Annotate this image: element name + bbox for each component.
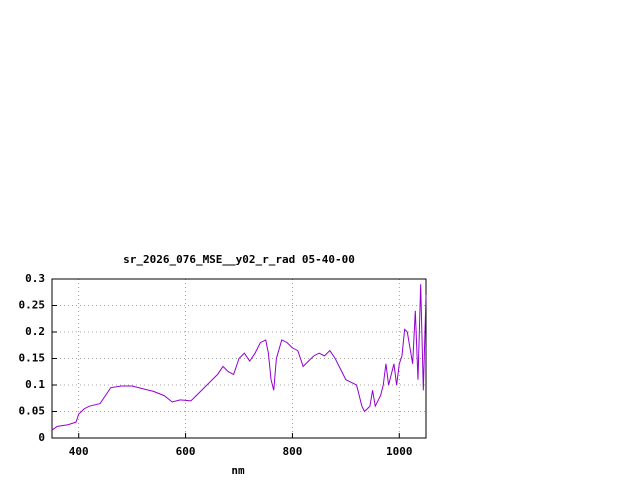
y-tick-label: 0.05 bbox=[19, 405, 46, 418]
x-axis-label: nm bbox=[231, 464, 245, 477]
y-tick-label: 0.3 bbox=[25, 272, 45, 285]
x-tick-label: 400 bbox=[69, 445, 89, 458]
data-line bbox=[51, 284, 427, 431]
x-tick-label: 800 bbox=[282, 445, 302, 458]
y-tick-label: 0 bbox=[38, 431, 45, 444]
plot-frame bbox=[51, 278, 427, 439]
x-tick-label: 1000 bbox=[386, 445, 413, 458]
y-tick-label: 0.2 bbox=[25, 325, 45, 338]
y-tick-label: 0.15 bbox=[19, 352, 46, 365]
x-tick-label: 600 bbox=[176, 445, 196, 458]
chart-title: sr_2026_076_MSE__y02_r_rad 05-40-00 bbox=[123, 253, 355, 266]
y-tick-label: 0.1 bbox=[25, 378, 45, 391]
y-tick-label: 0.25 bbox=[19, 299, 46, 312]
